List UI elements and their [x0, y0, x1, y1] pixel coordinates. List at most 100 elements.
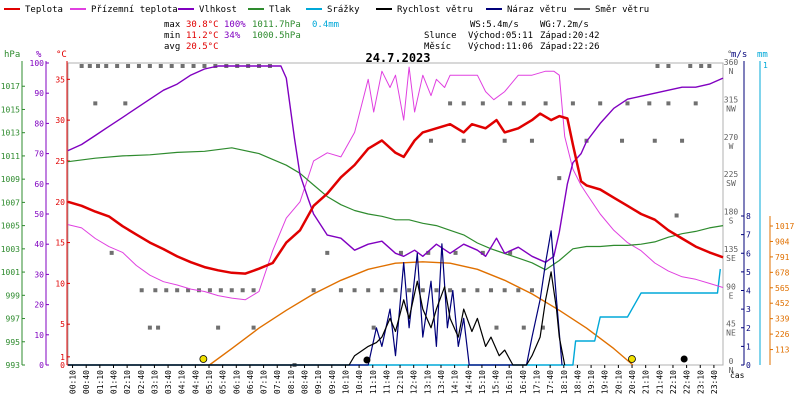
legend-label: Směr větru: [595, 5, 649, 15]
x-tick-label: 17:10: [533, 370, 542, 394]
wind-direction-point: [229, 288, 234, 293]
x-tick-label: 08:10: [287, 370, 296, 394]
x-tick-label: 18:40: [573, 370, 582, 394]
wind-direction-point: [461, 138, 466, 143]
right-scale-tick-label: 904: [775, 237, 790, 246]
wind-direction-point: [647, 101, 652, 106]
wind-direction-point: [480, 250, 485, 255]
dir-tick-name: W: [729, 142, 734, 151]
wind-direction-point: [516, 288, 521, 293]
wind-direction-point: [207, 288, 212, 293]
wind-direction-point: [147, 325, 152, 330]
stat-max-press: 1011.7hPa: [252, 20, 301, 30]
wind-direction-point: [674, 213, 679, 218]
wind-direction-point: [398, 250, 403, 255]
stat-min-temp: 11.2°C: [186, 31, 219, 41]
hpa-tick-label: 1013: [1, 129, 20, 138]
x-tick-label: 02:40: [137, 370, 146, 394]
wind-direction-point: [216, 325, 221, 330]
wind-direction-point: [352, 288, 357, 293]
series-line-sr-ky: [68, 268, 721, 366]
wind-direction-point: [655, 64, 660, 68]
moon-set: Západ:22:26: [540, 42, 600, 52]
wind-direction-point: [666, 64, 671, 68]
wind-direction-point: [164, 288, 169, 293]
ms-tick-label: 8: [746, 212, 751, 221]
pct-tick-label: 90: [34, 89, 44, 98]
dir-tick-name: SW: [726, 179, 736, 188]
wind-direction-point: [475, 288, 480, 293]
wind-direction-point: [666, 101, 671, 106]
x-tick-label: 17:40: [546, 370, 555, 394]
right-scale-tick-label: 339: [775, 315, 790, 324]
pct-tick-label: 60: [34, 180, 44, 189]
x-tick-label: 09:40: [328, 370, 337, 394]
dir-tick-value: 90: [726, 282, 736, 291]
right-scale-tick-label: 565: [775, 284, 790, 293]
stat-max-temp: 30.8°C: [186, 20, 219, 30]
wind-direction-point: [96, 64, 101, 68]
dir-tick-value: 225: [724, 170, 739, 179]
dir-tick-name: N: [729, 366, 734, 375]
x-tick-label: 20:10: [614, 370, 623, 394]
x-tick-label: 23:10: [696, 370, 705, 394]
x-tick-label: 19:40: [601, 370, 610, 394]
x-tick-label: 21:10: [642, 370, 651, 394]
moon-rise: Východ:11:06: [468, 42, 533, 52]
wind-direction-point: [325, 250, 330, 255]
x-axis-label: čas: [730, 370, 745, 380]
wind-direction-point: [153, 288, 158, 293]
wind-direction-point: [202, 64, 207, 68]
wind-direction-point: [699, 64, 704, 68]
wind-direction-point: [393, 288, 398, 293]
sunset-marker: [628, 355, 636, 363]
stats-block: max 30.8°C 100% 1011.7hPa 0.4mm min 11.2…: [164, 20, 339, 52]
celsius-tick-label: 20: [55, 198, 65, 207]
dir-tick-value: 135: [724, 245, 739, 254]
hpa-tick-label: 1005: [1, 222, 20, 231]
celsius-tick-label: 35: [55, 75, 65, 84]
wind-direction-point: [502, 138, 507, 143]
x-tick-label: 13:10: [423, 370, 432, 394]
hpa-tick-label: 1003: [1, 245, 20, 254]
wind-direction-point: [87, 64, 92, 68]
wind-direction-point: [420, 288, 425, 293]
x-tick-label: 01:10: [96, 370, 105, 394]
wind-direction-point: [521, 325, 526, 330]
wind-direction-point: [461, 288, 466, 293]
celsius-tick-label: 30: [55, 116, 65, 125]
right-scale-tick-label: 113: [775, 346, 790, 355]
x-tick-label: 21:40: [655, 370, 664, 394]
hpa-tick-label: 995: [6, 338, 21, 347]
series-line-rychlost-v-tru: [68, 271, 566, 366]
wind-direction-point: [191, 64, 196, 68]
right-scale-tick-label: 791: [775, 253, 790, 262]
pct-tick-label: 20: [34, 301, 44, 310]
stat-max-hum: 100%: [224, 20, 246, 30]
stat-min-press: 1000.5hPa: [252, 31, 301, 41]
legend-label: Vlhkost: [199, 5, 237, 15]
x-tick-label: 22:40: [683, 370, 692, 394]
right-scale-tick-label: 1017: [775, 222, 794, 231]
celsius-tick-label: 0: [60, 361, 65, 370]
wind-direction-point: [680, 138, 685, 143]
dir-tick-name: SE: [726, 254, 736, 263]
pct-tick-label: 50: [34, 210, 44, 219]
x-tick-label: 14:10: [451, 370, 460, 394]
dir-tick-name: NE: [726, 329, 736, 338]
right-scale-tick-label: 452: [775, 299, 790, 308]
x-tick-label: 08:40: [301, 370, 310, 394]
wind-direction-point: [461, 101, 466, 106]
pct-tick-label: 100: [30, 59, 45, 68]
dir-tick-name: N: [729, 67, 734, 76]
wind-direction-point: [508, 101, 513, 106]
stat-avg-temp: 20.5°C: [186, 42, 219, 52]
pct-tick-label: 80: [34, 119, 44, 128]
legend-label: Přízemní teplota: [91, 5, 178, 15]
series-line-sun-elevation: [208, 261, 634, 366]
x-tick-label: 03:40: [164, 370, 173, 394]
series-line-p-zemn-teplota: [67, 66, 724, 301]
x-tick-label: 11:40: [382, 370, 391, 394]
x-tick-label: 07:40: [273, 370, 282, 394]
wind-direction-point: [570, 101, 575, 106]
